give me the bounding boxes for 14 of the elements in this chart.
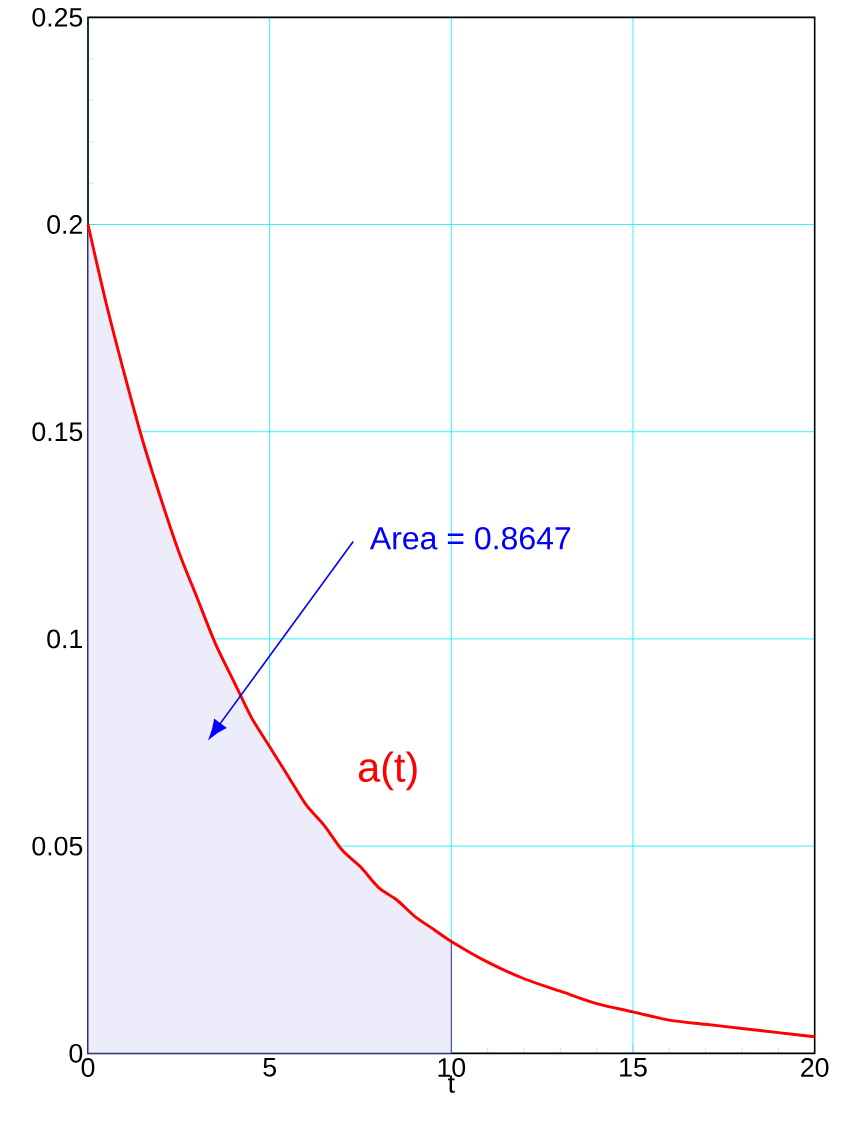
y-tick-label: 0.2 bbox=[47, 215, 82, 234]
y-tick-label: 0.1 bbox=[47, 629, 82, 649]
x-tick-label: 10 bbox=[438, 1058, 466, 1077]
x-axis-title: t bbox=[448, 1075, 455, 1093]
line-series bbox=[86, 223, 817, 1039]
y-tick-label: 0 bbox=[69, 1043, 83, 1063]
x-tick-label: 15 bbox=[620, 1058, 647, 1077]
y-tick-label: 0.15 bbox=[32, 422, 83, 442]
x-tick-label: 5 bbox=[263, 1058, 276, 1077]
y-tick-label: 0.05 bbox=[32, 836, 83, 856]
series-label: a(t) bbox=[358, 751, 417, 791]
x-tick-label: 0 bbox=[81, 1058, 95, 1077]
y-tick-label: 0.25 bbox=[32, 7, 83, 27]
x-tick-label: 20 bbox=[801, 1058, 829, 1077]
